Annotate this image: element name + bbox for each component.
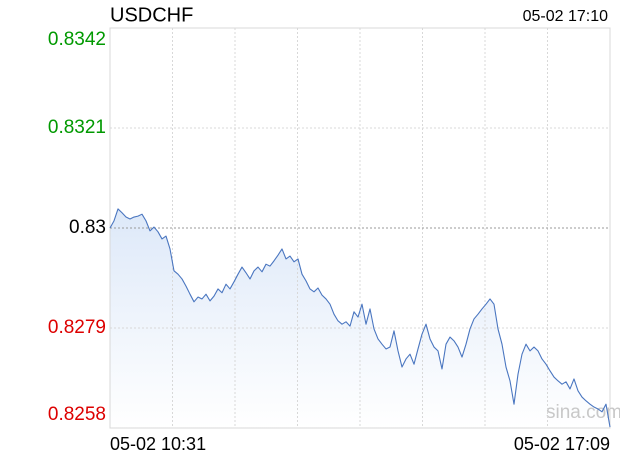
price-line [109, 208, 611, 428]
y-tick-label: 0.8321 [48, 117, 106, 138]
chart-title: USDCHF [110, 4, 193, 26]
y-tick-label: 0.8342 [48, 29, 106, 50]
y-tick-label: 0.8279 [48, 317, 106, 338]
timestamp: 05-02 17:10 [523, 8, 609, 25]
watermark: sina.com [546, 402, 620, 423]
x-tick-label: 05-02 17:09 [514, 434, 610, 454]
y-tick-label: 0.83 [69, 217, 106, 238]
x-tick-label: 05-02 10:31 [110, 434, 206, 454]
y-tick-label: 0.8258 [48, 404, 106, 425]
